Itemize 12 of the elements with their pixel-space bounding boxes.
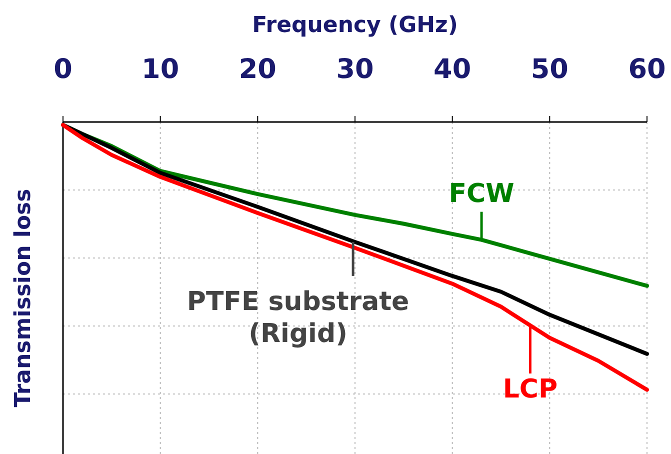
x-tick-label: 60 bbox=[628, 54, 666, 85]
x-tick-label: 50 bbox=[530, 54, 568, 85]
annotation: FCW bbox=[448, 178, 514, 209]
x-tick-label: 30 bbox=[336, 54, 374, 85]
x-tick-label: 10 bbox=[142, 54, 180, 85]
x-tick-label: 40 bbox=[434, 54, 472, 85]
annotation: PTFE substrate (Rigid) bbox=[186, 286, 410, 349]
y-axis-title: Transmission loss bbox=[11, 188, 36, 408]
x-tick-label: 0 bbox=[54, 54, 72, 85]
x-axis-title: Frequency (GHz) bbox=[252, 13, 458, 38]
annotation: LCP bbox=[502, 374, 558, 404]
x-tick-label: 20 bbox=[238, 54, 276, 85]
